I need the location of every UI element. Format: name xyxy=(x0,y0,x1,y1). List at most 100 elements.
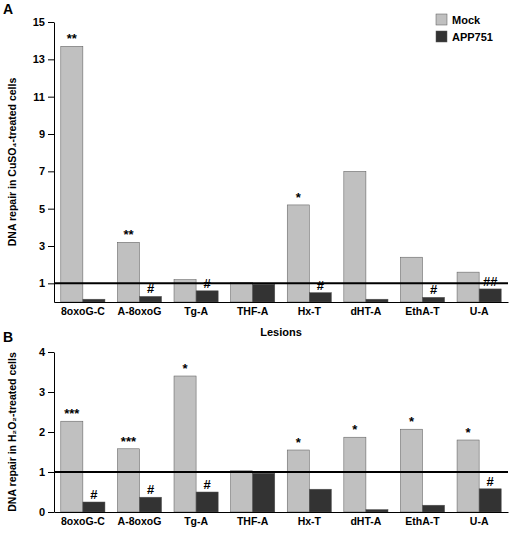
annotation: # xyxy=(147,281,155,296)
panel: 012348oxoG-CA-8oxoGTg-ATHF-AHx-TdHT-AEth… xyxy=(3,329,509,527)
x-tick: 8oxoG-C xyxy=(61,302,105,317)
annotation: * xyxy=(466,425,472,440)
bar xyxy=(231,282,253,302)
figure: 135791113158oxoG-CA-8oxoGTg-ATHF-AHx-TdH… xyxy=(0,0,516,545)
panel-title: B xyxy=(3,329,13,345)
y-axis: 13579111315 xyxy=(33,16,55,302)
x-tick: 8oxoG-C xyxy=(61,512,105,527)
x-tick: Tg-A xyxy=(184,302,208,317)
annotation: * xyxy=(296,435,302,450)
y-tick-label: 9 xyxy=(39,128,45,140)
bar xyxy=(366,299,388,302)
annotation: # xyxy=(90,487,98,502)
legend-label: APP751 xyxy=(452,31,493,43)
plot-area xyxy=(54,46,508,302)
y-tick-mark xyxy=(48,97,54,98)
y-tick-mark xyxy=(48,246,54,247)
y-tick-label: 1 xyxy=(39,277,45,289)
bar xyxy=(423,297,445,302)
x-axis-title: Lesions xyxy=(260,326,302,338)
x-tick-label: EthA-T xyxy=(405,305,440,317)
y-axis-title: DNA repair in CuSO₄-treated cells xyxy=(6,78,18,247)
bar xyxy=(479,289,501,302)
annotation: * xyxy=(352,422,358,437)
x-tick-label: 8oxoG-C xyxy=(61,305,105,317)
x-tick: U-A xyxy=(470,302,489,317)
x-tick-label: A-8oxoG xyxy=(118,515,162,527)
reference-line xyxy=(54,471,508,473)
x-tick-label: dHT-A xyxy=(350,305,381,317)
annotation: * xyxy=(296,190,302,205)
legend-swatch xyxy=(436,31,447,42)
x-tick-label: A-8oxoG xyxy=(118,305,162,317)
x-tick-label: THF-A xyxy=(237,515,269,527)
y-tick-label: 4 xyxy=(39,346,46,358)
x-tick: Hx-T xyxy=(298,512,322,527)
plot-area xyxy=(54,376,508,512)
bar xyxy=(117,242,139,302)
y-tick-label: 15 xyxy=(33,16,45,28)
x-tick-label: Hx-T xyxy=(298,305,322,317)
x-tick: dHT-A xyxy=(350,512,381,527)
y-tick-mark xyxy=(48,283,54,284)
y-tick: 2 xyxy=(39,426,54,438)
y-tick-mark xyxy=(48,209,54,210)
x-tick-label: THF-A xyxy=(237,305,269,317)
panel-title: A xyxy=(3,1,13,17)
bar xyxy=(196,291,218,302)
bar xyxy=(253,284,275,302)
bar xyxy=(423,505,445,512)
x-tick: THF-A xyxy=(237,302,269,317)
bar xyxy=(400,257,422,302)
x-tick-label: Hx-T xyxy=(298,515,322,527)
x-tick-label: EthA-T xyxy=(405,515,440,527)
x-tick-label: Tg-A xyxy=(184,515,208,527)
bar xyxy=(457,440,479,512)
legend-swatch xyxy=(436,14,447,25)
annotation: ** xyxy=(123,227,134,242)
y-tick: 7 xyxy=(39,165,54,177)
annotation: *** xyxy=(64,406,80,421)
bar xyxy=(457,272,479,302)
bar xyxy=(139,497,161,512)
bar xyxy=(400,429,422,512)
x-tick-label: Tg-A xyxy=(184,305,208,317)
y-tick-mark xyxy=(48,59,54,60)
y-tick-label: 0 xyxy=(39,506,45,518)
bar xyxy=(83,502,105,512)
annotation: ## xyxy=(483,274,498,289)
y-axis-line xyxy=(54,353,55,513)
y-tick-label: 5 xyxy=(39,203,45,215)
bar xyxy=(117,449,139,512)
y-tick-label: 7 xyxy=(39,165,45,177)
bar xyxy=(309,489,331,512)
bar xyxy=(196,492,218,512)
x-tick: Hx-T xyxy=(298,302,322,317)
annotation: ** xyxy=(67,31,78,46)
bar xyxy=(139,296,161,302)
x-axis-line xyxy=(55,512,509,513)
y-tick-mark xyxy=(48,472,54,473)
y-tick: 3 xyxy=(39,240,54,252)
bar xyxy=(287,450,309,512)
x-axis: 8oxoG-C A-8oxoG Tg-A THF-A Hx-T dHT-A EthA-T U-… xyxy=(55,302,509,317)
x-axis: 8oxoG-CA-8oxoGTg-ATHF-AHx-TdHT-AEthA-TU-… xyxy=(55,512,509,527)
x-tick: EthA-T xyxy=(405,302,440,317)
x-tick: A-8oxoG xyxy=(118,512,162,527)
annotation: # xyxy=(430,282,438,297)
y-tick-mark xyxy=(48,392,54,393)
panel: 135791113158oxoG-CA-8oxoGTg-ATHF-AHx-TdH… xyxy=(3,1,509,338)
y-tick-label: 3 xyxy=(39,240,45,252)
bar xyxy=(287,205,309,302)
x-tick-label: U-A xyxy=(470,305,489,317)
y-tick: 0 xyxy=(39,506,54,518)
y-tick: 1 xyxy=(39,466,54,478)
y-tick-label: 13 xyxy=(33,53,45,65)
x-tick-label: dHT-A xyxy=(350,515,381,527)
y-tick: 15 xyxy=(33,16,54,28)
y-tick-mark xyxy=(48,512,54,513)
y-tick-mark xyxy=(48,134,54,135)
y-tick: 9 xyxy=(39,128,54,140)
bar xyxy=(344,437,366,512)
bar xyxy=(479,489,501,512)
